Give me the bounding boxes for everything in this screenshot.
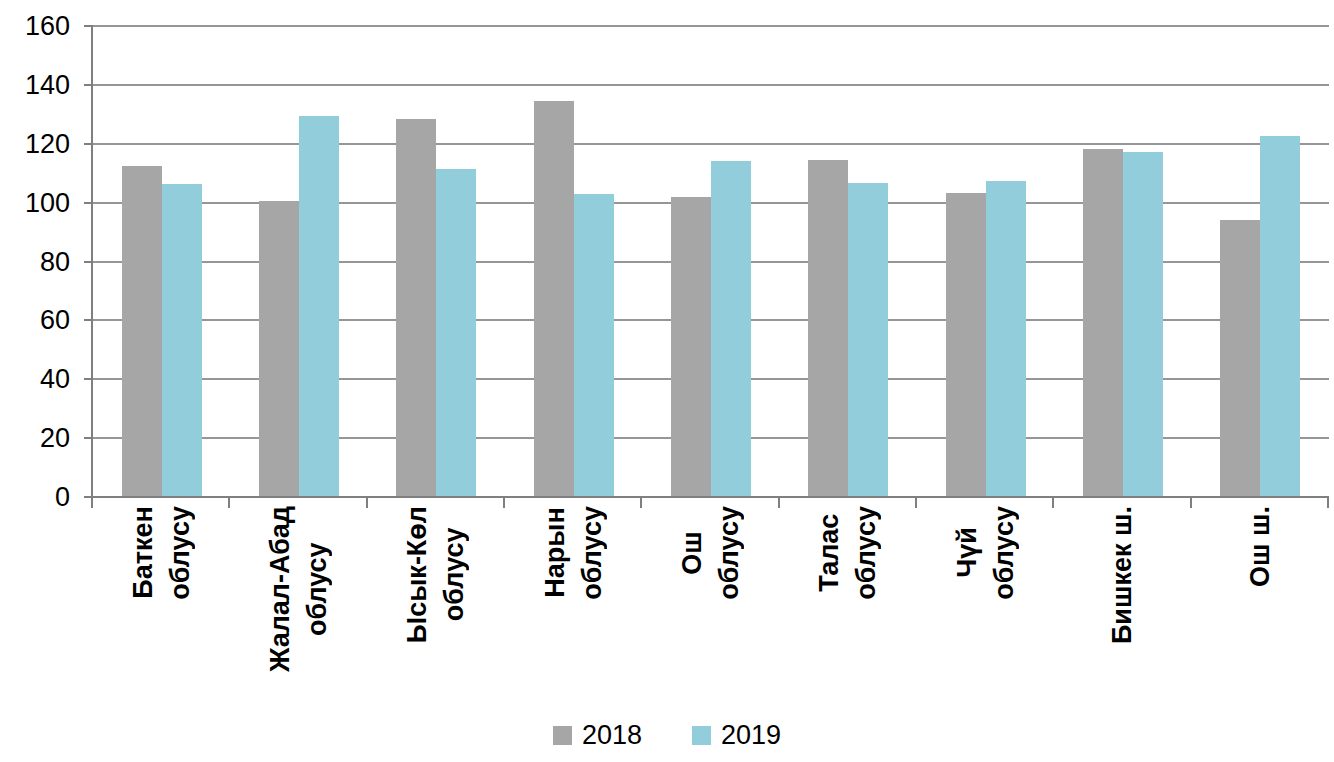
- legend-swatch-2018: [553, 726, 572, 745]
- bar-2019-category-6: [848, 183, 888, 497]
- x-axis-label: Чүй облусу: [949, 506, 1023, 600]
- x-axis-label: Жалал-Абад облусу: [262, 506, 336, 672]
- x-axis-label: Ош облусу: [674, 506, 748, 600]
- bar-2019-category-3: [436, 169, 476, 497]
- bar-2019-category-9: [1260, 136, 1300, 497]
- bar-2018-category-8: [1083, 149, 1123, 497]
- x-category-cell: Баткен облусу: [93, 506, 230, 702]
- x-axis-label: Талас облусу: [811, 506, 885, 600]
- legend: 2018 2019: [0, 720, 1334, 750]
- x-category-cell: Нарын облусу: [505, 506, 642, 702]
- gridline-140: [93, 84, 1329, 86]
- x-category-cell: Талас облусу: [780, 506, 917, 702]
- x-category-cell: Жалал-Абад облусу: [230, 506, 367, 702]
- bar-2018-category-9: [1220, 220, 1260, 497]
- x-category-cell: Ош ш.: [1192, 506, 1329, 702]
- bar-2019-category-1: [162, 184, 202, 497]
- bar-2019-category-7: [986, 181, 1026, 497]
- legend-label-2019: 2019: [721, 720, 781, 750]
- bar-2018-category-1: [122, 166, 162, 497]
- bar-2019-category-8: [1123, 152, 1163, 497]
- legend-item-2019: 2019: [692, 720, 781, 750]
- legend-swatch-2019: [692, 726, 711, 745]
- x-axis-label: Ош ш.: [1242, 506, 1279, 587]
- gridline-120: [93, 143, 1329, 145]
- x-category-cell: Бишкек ш.: [1054, 506, 1191, 702]
- gridline-160: [93, 25, 1329, 27]
- x-category-cell: Чүй облусу: [917, 506, 1054, 702]
- x-axis-line: [84, 496, 1329, 498]
- bar-2019-category-2: [299, 116, 339, 497]
- bar-2018-category-2: [259, 201, 299, 497]
- bar-2018-category-3: [396, 119, 436, 497]
- x-axis-label: Бишкек ш.: [1104, 506, 1141, 644]
- bar-2018-category-7: [946, 193, 986, 497]
- legend-item-2018: 2018: [553, 720, 642, 750]
- bar-2018-category-4: [534, 101, 574, 497]
- x-axis-label: Нарын облусу: [537, 506, 611, 600]
- bar-2019-category-5: [711, 161, 751, 497]
- bar-2018-category-6: [808, 160, 848, 497]
- legend-label-2018: 2018: [582, 720, 642, 750]
- x-axis-label: Баткен облусу: [125, 506, 199, 600]
- bar-2018-category-5: [671, 197, 711, 497]
- x-category-cell: Ош облусу: [642, 506, 779, 702]
- x-axis-label: Ысык-Көл облусу: [399, 506, 473, 643]
- x-axis-labels: Баткен облусу Жалал-Абад облусу Ысык-Көл о…: [93, 506, 1329, 702]
- x-category-cell: Ысык-Көл облусу: [368, 506, 505, 702]
- bar-2019-category-4: [574, 194, 614, 497]
- bar-chart: 020406080100120140160 Баткен облусуЖалал…: [0, 0, 1334, 762]
- y-axis-line: [91, 26, 93, 499]
